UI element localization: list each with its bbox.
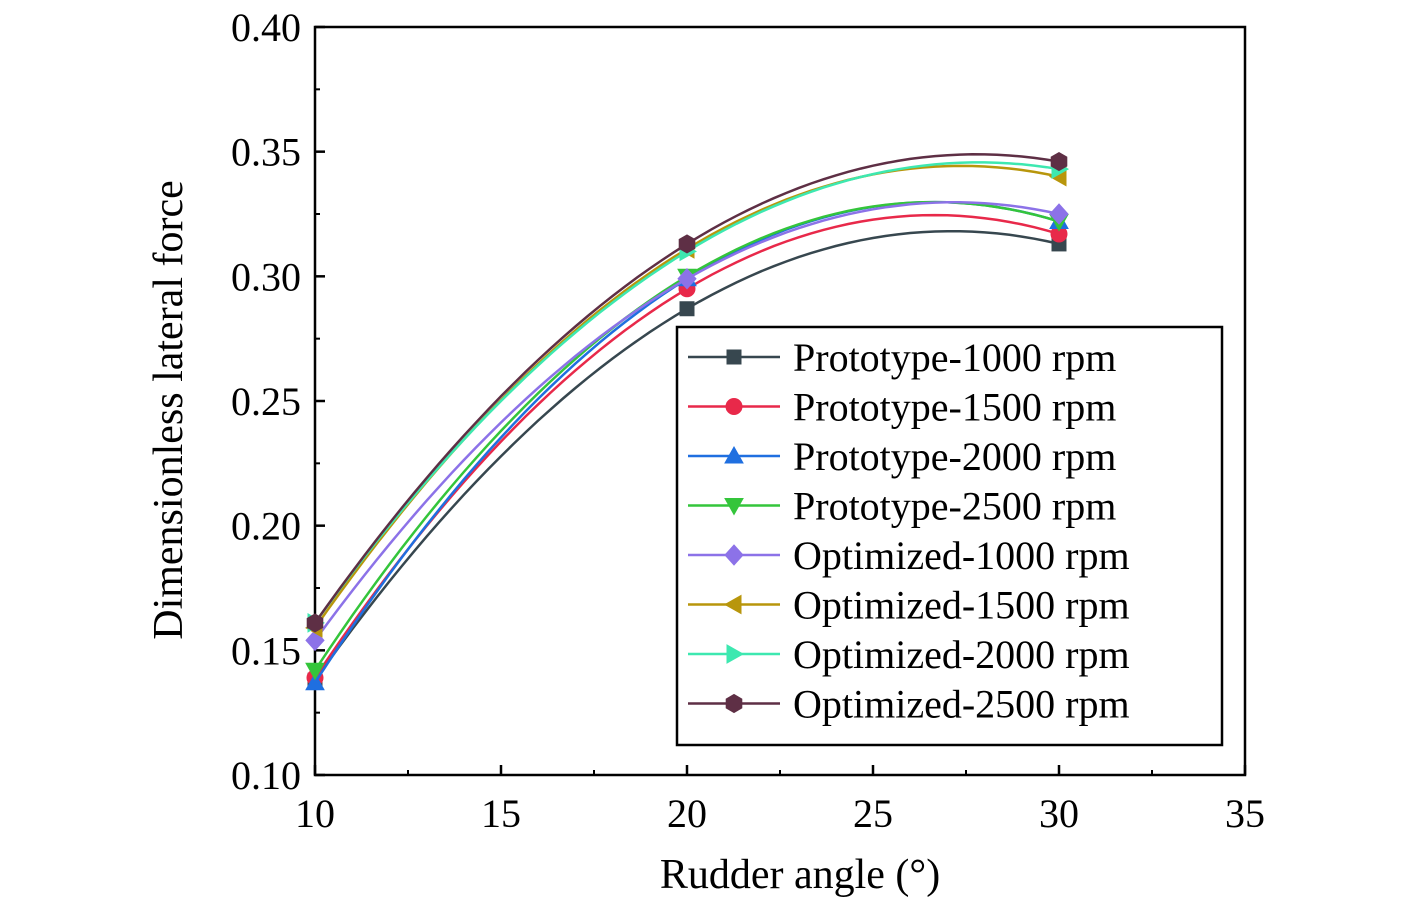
legend-marker: [725, 398, 743, 415]
y-tick-label: 0.25: [231, 379, 301, 424]
legend-marker: [725, 693, 743, 714]
legend-label: Optimized-1500 rpm: [793, 583, 1130, 628]
y-tick-label: 0.30: [231, 254, 301, 299]
x-tick-label: 25: [853, 791, 893, 836]
x-tick-label: 30: [1039, 791, 1079, 836]
legend-item: Optimized-1000 rpm: [688, 533, 1130, 578]
legend-item: Optimized-2000 rpm: [688, 632, 1130, 677]
legend-item: Prototype-1500 rpm: [688, 385, 1116, 430]
data-point: [306, 613, 324, 633]
series-7: [306, 152, 1068, 633]
series-layer: [304, 152, 1070, 691]
data-point: [677, 268, 697, 290]
legend-marker: [726, 349, 742, 365]
legend-marker: [726, 644, 745, 664]
legend-item: Optimized-2500 rpm: [688, 682, 1130, 727]
x-tick-label: 15: [481, 791, 521, 836]
legend-item: Prototype-2000 rpm: [688, 434, 1116, 479]
x-axis: 10 15 20 25 30 35: [295, 765, 1265, 836]
legend-marker: [723, 594, 742, 615]
data-point: [679, 301, 695, 317]
legend-label: Optimized-1000 rpm: [793, 533, 1130, 578]
y-axis-title: Dimensionless lateral force: [146, 180, 192, 640]
data-point: [1050, 152, 1068, 172]
x-axis-title: Rudder angle (°): [660, 852, 940, 898]
legend-item: Prototype-1000 rpm: [688, 335, 1116, 380]
data-point: [305, 662, 325, 681]
data-point: [305, 672, 325, 691]
x-tick-label: 10: [295, 791, 335, 836]
x-tick-label: 20: [667, 791, 707, 836]
legend-box: [675, 325, 1224, 747]
y-tick-label: 0.20: [231, 504, 301, 549]
legend-label: Prototype-1500 rpm: [793, 385, 1116, 430]
y-tick-label: 0.35: [231, 130, 301, 175]
data-point: [678, 234, 696, 254]
y-tick-label: 0.10: [231, 753, 301, 798]
y-tick-label: 0.40: [231, 5, 301, 50]
y-axis: 0.10 0.15 0.20 0.25 0.30 0.35 0.40: [231, 5, 325, 798]
legend-item: Optimized-1500 rpm: [688, 583, 1130, 628]
legend-label: Optimized-2000 rpm: [793, 632, 1130, 677]
legend-item: Prototype-2500 rpm: [688, 484, 1116, 529]
legend-label: Optimized-2500 rpm: [793, 682, 1130, 727]
legend-label: Prototype-2000 rpm: [793, 434, 1116, 479]
legend-marker: [724, 498, 744, 516]
legend-marker: [724, 544, 744, 566]
legend-label: Prototype-2500 rpm: [793, 484, 1116, 529]
legend-marker: [724, 445, 744, 464]
legend-label: Prototype-1000 rpm: [793, 335, 1116, 380]
data-point: [1049, 203, 1069, 225]
x-tick-label: 35: [1225, 791, 1265, 836]
y-tick-label: 0.15: [231, 628, 301, 673]
